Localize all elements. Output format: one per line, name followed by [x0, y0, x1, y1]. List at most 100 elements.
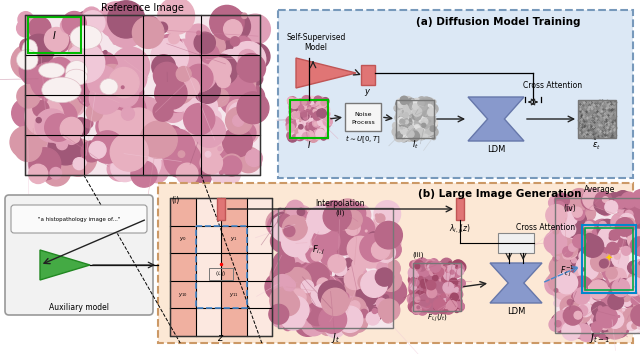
Circle shape [380, 270, 401, 291]
Circle shape [600, 329, 603, 333]
Circle shape [417, 305, 428, 315]
Circle shape [403, 110, 407, 115]
Circle shape [83, 7, 100, 25]
Circle shape [427, 115, 436, 124]
Text: $y$: $y$ [364, 86, 372, 97]
Circle shape [132, 17, 164, 48]
Circle shape [458, 299, 461, 303]
Circle shape [407, 99, 410, 102]
Circle shape [579, 227, 591, 239]
Circle shape [431, 294, 444, 306]
Circle shape [561, 287, 566, 292]
Circle shape [131, 161, 157, 187]
Circle shape [413, 274, 419, 280]
Circle shape [307, 115, 310, 119]
Circle shape [400, 96, 408, 104]
Circle shape [452, 293, 459, 300]
Circle shape [394, 106, 400, 112]
Circle shape [442, 281, 451, 289]
Circle shape [398, 112, 401, 115]
Text: $F_{i,j}(J_t)$: $F_{i,j}(J_t)$ [427, 312, 447, 324]
Circle shape [211, 89, 228, 107]
Circle shape [382, 240, 401, 259]
Circle shape [322, 120, 329, 127]
Circle shape [337, 320, 346, 329]
Circle shape [577, 251, 583, 257]
Circle shape [290, 127, 298, 135]
Circle shape [603, 227, 612, 236]
Circle shape [562, 307, 576, 321]
Circle shape [14, 134, 42, 161]
Circle shape [430, 126, 436, 131]
Circle shape [124, 82, 144, 103]
Circle shape [271, 291, 292, 313]
Circle shape [307, 109, 310, 112]
Circle shape [424, 287, 426, 289]
Circle shape [431, 270, 440, 279]
Circle shape [77, 55, 112, 91]
Circle shape [276, 280, 287, 290]
Circle shape [217, 85, 233, 101]
Circle shape [419, 116, 425, 121]
Circle shape [428, 282, 434, 289]
Text: (ii): (ii) [336, 210, 345, 216]
Circle shape [319, 128, 322, 130]
Circle shape [320, 263, 332, 275]
Circle shape [157, 22, 168, 33]
Circle shape [327, 109, 328, 110]
Circle shape [418, 262, 424, 269]
Circle shape [545, 274, 566, 295]
Circle shape [400, 97, 407, 104]
Circle shape [291, 111, 298, 117]
Circle shape [122, 107, 134, 120]
Circle shape [410, 284, 417, 290]
Circle shape [296, 118, 307, 128]
Circle shape [293, 126, 296, 129]
Circle shape [317, 98, 322, 103]
Circle shape [371, 298, 376, 304]
Circle shape [556, 200, 566, 210]
Circle shape [106, 16, 114, 23]
Circle shape [41, 59, 44, 62]
Circle shape [81, 141, 102, 162]
Circle shape [428, 267, 437, 276]
Circle shape [176, 67, 191, 81]
Circle shape [429, 269, 439, 279]
Circle shape [436, 292, 438, 295]
Circle shape [444, 282, 455, 293]
Circle shape [44, 69, 49, 75]
Circle shape [417, 127, 422, 132]
Circle shape [376, 305, 383, 311]
Circle shape [291, 248, 307, 264]
Circle shape [226, 107, 252, 134]
Circle shape [290, 101, 295, 107]
Circle shape [589, 293, 600, 304]
Circle shape [437, 276, 449, 289]
Circle shape [422, 121, 424, 123]
Circle shape [420, 131, 422, 133]
Circle shape [325, 112, 330, 116]
Circle shape [323, 117, 332, 126]
Circle shape [119, 65, 140, 87]
Circle shape [360, 309, 368, 318]
Circle shape [342, 313, 348, 319]
Circle shape [158, 0, 195, 34]
Circle shape [433, 278, 435, 279]
Bar [25, 15, 260, 175]
Circle shape [301, 110, 307, 117]
Circle shape [404, 98, 412, 105]
Circle shape [383, 246, 388, 251]
Circle shape [614, 197, 626, 209]
Circle shape [300, 116, 308, 124]
Circle shape [317, 120, 324, 127]
Circle shape [429, 109, 436, 115]
Circle shape [417, 266, 426, 275]
Circle shape [554, 204, 565, 215]
Circle shape [418, 97, 426, 105]
Circle shape [44, 84, 56, 96]
Circle shape [396, 109, 406, 119]
Circle shape [48, 130, 83, 165]
Circle shape [407, 105, 416, 114]
Circle shape [314, 130, 321, 136]
Circle shape [302, 240, 323, 260]
